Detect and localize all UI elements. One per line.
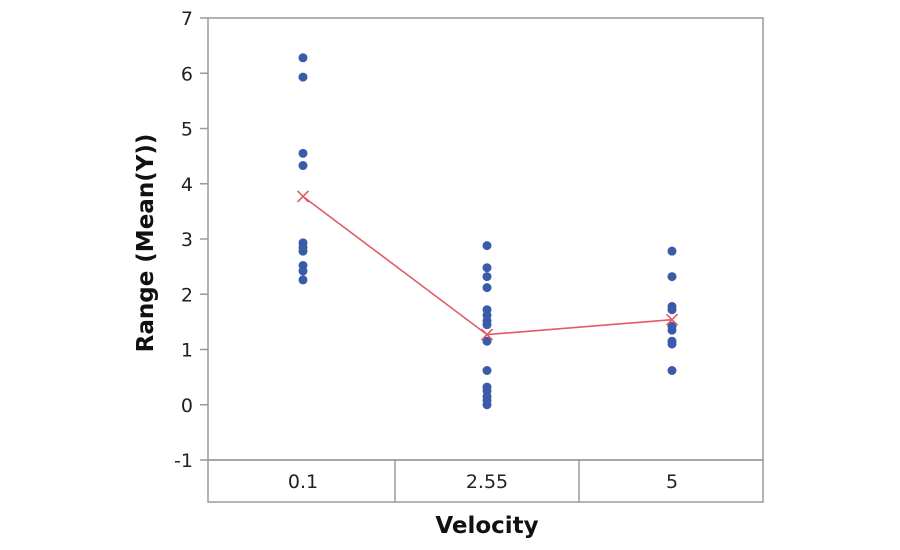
y-tick-label: 4: [181, 174, 193, 196]
data-point: [298, 148, 308, 158]
data-point: [298, 72, 308, 82]
data-point: [482, 336, 492, 346]
mean-marker: [665, 313, 679, 326]
data-point: [298, 246, 308, 256]
x-tick-label: 2.55: [466, 471, 508, 493]
y-tick-label: 2: [181, 284, 193, 306]
x-category-box: [207, 459, 764, 503]
data-point: [667, 325, 677, 335]
y-tick-label: 6: [181, 63, 193, 85]
data-point: [298, 266, 308, 276]
data-point: [298, 53, 308, 63]
data-point: [482, 283, 492, 293]
mean-marker: [296, 190, 310, 203]
y-tick-label: 1: [181, 340, 193, 362]
x-tick-label: 0.1: [288, 471, 318, 493]
y-tick-label: 5: [181, 119, 193, 141]
y-tick-label: -1: [174, 450, 193, 472]
data-point: [482, 400, 492, 410]
y-tick-label: 0: [181, 395, 193, 417]
data-point: [482, 263, 492, 273]
data-point: [667, 246, 677, 256]
x-axis: 0.1 2.55 5: [207, 459, 764, 503]
y-axis-title: Range (Mean(Y)): [133, 134, 159, 353]
data-point: [667, 305, 677, 315]
data-point: [482, 272, 492, 282]
y-tick-label: 7: [181, 8, 193, 30]
x-tick-label: 5: [666, 471, 678, 493]
data-point: [482, 365, 492, 375]
data-point: [298, 275, 308, 285]
data-points: [298, 53, 677, 410]
y-axis: 7 6 5 4 3 2 1 0 -1: [174, 8, 208, 472]
y-tick-label: 3: [181, 229, 193, 251]
data-point: [482, 320, 492, 330]
mean-marker: [480, 328, 494, 341]
data-point: [667, 272, 677, 282]
data-point: [298, 161, 308, 171]
mean-series: [296, 190, 679, 341]
data-point: [667, 339, 677, 349]
data-point: [667, 365, 677, 375]
x-axis-title: Velocity: [435, 513, 538, 539]
data-point: [482, 241, 492, 251]
